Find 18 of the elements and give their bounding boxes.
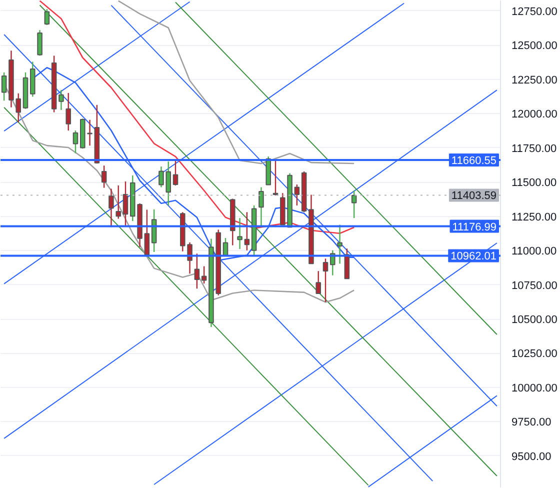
- y-tick-label: 12750.00: [512, 6, 558, 18]
- y-tick-label: 12000.00: [512, 108, 558, 121]
- y-tick-label: 12500.00: [512, 40, 558, 52]
- y-tick-label: 9500.00: [512, 450, 552, 463]
- y-tick-label: 10000.00: [512, 382, 558, 394]
- y-tick-label: 10500.00: [512, 314, 558, 326]
- y-tick-label: 10750.00: [512, 280, 558, 292]
- y-tick-label: 11500.00: [512, 177, 557, 190]
- y-tick-label: 9750.00: [512, 416, 552, 429]
- y-tick-label: 12250.00: [512, 74, 558, 86]
- y-tick-label: 11000.00: [512, 246, 557, 258]
- ref-line-label: 10962.01: [450, 250, 497, 263]
- ref-line-label: 11403.59: [451, 190, 497, 202]
- y-tick-label: 10250.00: [512, 348, 558, 360]
- ref-line-label: 11660.55: [451, 155, 497, 168]
- ref-line-label: 11176.99: [452, 221, 497, 234]
- y-tick-label: 11750.00: [512, 142, 557, 155]
- y-tick-label: 11250.00: [512, 211, 557, 224]
